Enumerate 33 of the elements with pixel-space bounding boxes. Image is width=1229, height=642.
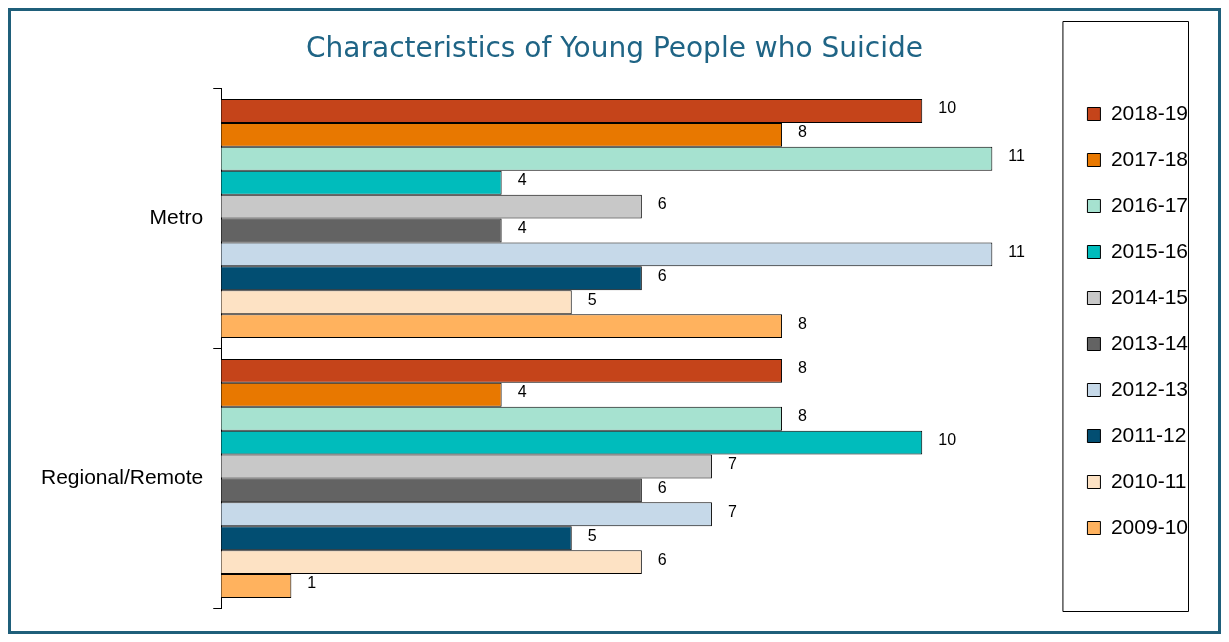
legend-label: 2013-14	[1110, 330, 1189, 354]
data-label: 11	[1008, 242, 1026, 260]
data-label: 1	[307, 574, 317, 592]
data-label: 8	[798, 359, 808, 377]
y-tick-label: Metro	[149, 205, 204, 229]
data-label: 8	[798, 123, 808, 141]
data-label: 4	[517, 171, 527, 189]
y-tick-label: Regional/Remote	[40, 465, 204, 489]
legend-label: 2010-11	[1110, 468, 1187, 492]
data-label: 4	[517, 218, 527, 236]
data-label: 6	[657, 266, 667, 284]
legend-label: 2009-10	[1110, 514, 1189, 538]
data-label: 7	[727, 454, 737, 472]
data-label: 7	[727, 502, 737, 520]
legend-label: 2015-16	[1110, 238, 1189, 262]
data-label: 5	[587, 290, 597, 308]
data-label: 10	[938, 99, 957, 117]
data-label: 6	[657, 195, 667, 212]
data-label: 8	[798, 314, 808, 332]
legend-label: 2014-15	[1110, 284, 1189, 308]
legend-label: 2016-17	[1110, 192, 1189, 216]
legend-label: 2012-13	[1110, 376, 1189, 400]
data-label: 10	[938, 430, 957, 448]
data-label: 8	[798, 407, 808, 425]
data-label: 6	[657, 478, 667, 496]
data-label: 5	[587, 526, 597, 544]
legend-label: 2017-18	[1110, 146, 1189, 170]
legend-label: 2011-12	[1110, 422, 1187, 446]
data-label: 4	[517, 383, 527, 401]
chart-title: Characteristics of Young People who Suicide	[306, 31, 923, 65]
data-label: 11	[1008, 147, 1026, 165]
data-label: 6	[657, 550, 667, 568]
legend-label: 2018-19	[1110, 100, 1189, 124]
